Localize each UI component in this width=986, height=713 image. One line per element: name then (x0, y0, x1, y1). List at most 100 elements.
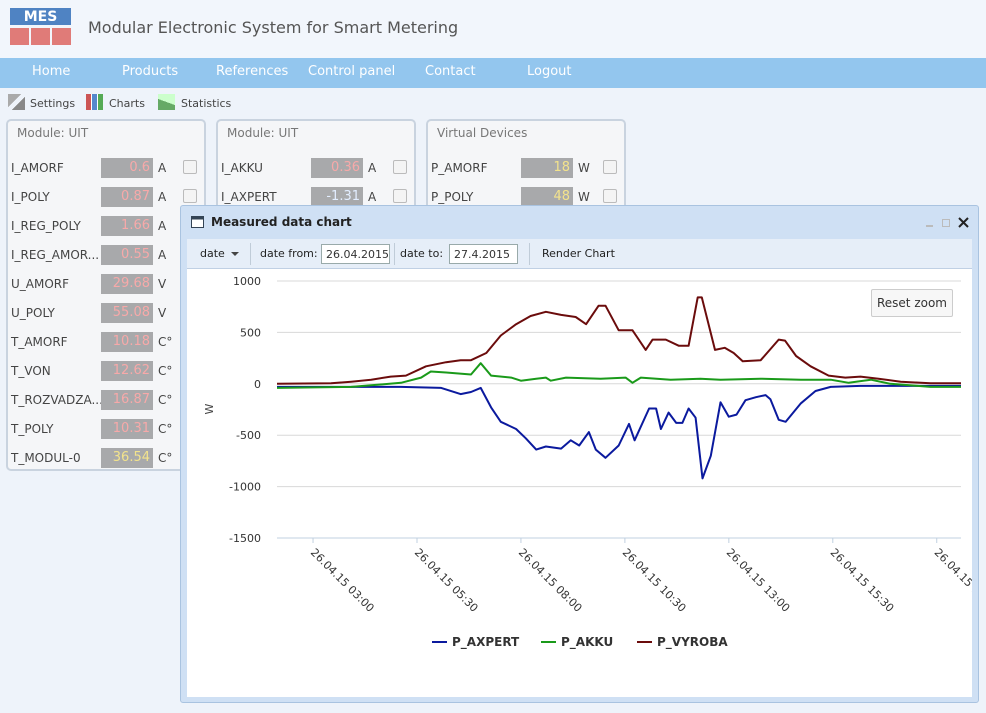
row-name: T_VON (11, 364, 51, 378)
module-panel: Module: UITI_AMORF0.6AI_POLY0.87AI_REG_P… (6, 119, 206, 471)
logo: MES (10, 8, 71, 45)
row-value: 0.55 (101, 245, 153, 265)
row-value: -1.31 (311, 187, 363, 207)
y-tick-label: 500 (240, 326, 261, 339)
nav-link[interactable]: Home (32, 64, 70, 79)
row-value: 10.18 (101, 332, 153, 352)
x-tick-label: 26.04.15 08:00 (516, 546, 585, 615)
row-value: 55.08 (101, 303, 153, 323)
row-unit: A (158, 219, 166, 233)
date-from-input[interactable]: 26.04.2015 (321, 244, 390, 264)
row-checkbox[interactable] (603, 160, 617, 174)
nav-link[interactable]: References (216, 64, 288, 79)
data-line (277, 386, 961, 479)
y-tick-label: -500 (236, 429, 261, 442)
row-unit: W (578, 161, 590, 175)
row-value: 0.87 (101, 187, 153, 207)
nav-link[interactable]: Contact (425, 64, 476, 79)
date-to-input[interactable]: 27.4.2015 (449, 244, 518, 264)
x-tick-label: 26.04.15 05:30 (412, 546, 481, 615)
row-unit: C° (158, 422, 172, 436)
tool-link[interactable]: Settings (30, 97, 75, 110)
nav-link[interactable]: Logout (527, 64, 572, 79)
row-name: T_AMORF (11, 335, 68, 349)
dialog-body: date date from: 26.04.2015 date to: 27.4… (187, 239, 972, 697)
row-unit: A (158, 248, 166, 262)
row-unit: A (158, 190, 166, 204)
row-name: T_MODUL-0 (11, 451, 81, 465)
window-buttons[interactable] (925, 216, 975, 230)
row-value: 12.62 (101, 361, 153, 381)
row-unit: C° (158, 364, 172, 378)
tool-icon[interactable] (86, 94, 103, 110)
legend-label: P_AKKU (561, 635, 613, 650)
x-tick-label: 26.04.15 15:30 (828, 546, 897, 615)
row-checkbox[interactable] (183, 160, 197, 174)
legend-label: P_VYROBA (657, 635, 728, 650)
x-tick-label: 26.04.15 03:00 (308, 546, 377, 615)
row-name: I_AKKU (221, 161, 263, 175)
nav-link[interactable]: Products (122, 64, 178, 79)
nav-link[interactable]: Control panel (308, 64, 395, 79)
nav-bar: Home Products References Control panel Conta… (0, 58, 986, 88)
row-unit: W (578, 190, 590, 204)
row-checkbox[interactable] (393, 189, 407, 203)
row-unit: C° (158, 451, 172, 465)
row-value: 48 (521, 187, 573, 207)
toolbar: Settings Charts Statistics (0, 88, 986, 118)
row-checkbox[interactable] (393, 160, 407, 174)
y-tick-label: 1000 (233, 275, 261, 288)
tool-icon[interactable] (8, 94, 25, 110)
row-unit: C° (158, 393, 172, 407)
row-value: 0.36 (311, 158, 363, 178)
y-axis-title: W (203, 403, 216, 414)
row-unit: A (368, 161, 376, 175)
row-value: 18 (521, 158, 573, 178)
x-tick-label: 26.04.15 13:00 (724, 546, 793, 615)
panel-title: Module: UIT (227, 126, 298, 140)
site-title: Modular Electronic System for Smart Mete… (88, 18, 458, 37)
chart-controls: date date from: 26.04.2015 date to: 27.4… (187, 239, 972, 269)
mode-select[interactable]: date (200, 247, 225, 260)
date-to-label: date to: (400, 247, 443, 260)
dialog-title: Measured data chart (211, 215, 352, 229)
legend-label: P_AXPERT (452, 635, 520, 650)
row-value: 16.87 (101, 390, 153, 410)
reset-zoom-button[interactable]: Reset zoom (871, 289, 953, 317)
row-name: U_AMORF (11, 277, 69, 291)
tool-link[interactable]: Charts (109, 97, 145, 110)
row-value: 0.6 (101, 158, 153, 178)
x-tick-label: 26.04.15 18:00 (932, 546, 972, 615)
y-tick-label: -1500 (229, 532, 261, 545)
row-value: 1.66 (101, 216, 153, 236)
window-icon (191, 216, 204, 228)
row-checkbox[interactable] (183, 189, 197, 203)
row-name: P_AMORF (431, 161, 487, 175)
row-checkbox[interactable] (603, 189, 617, 203)
dropdown-arrow (231, 252, 239, 257)
header: MES Modular Electronic System for Smart … (0, 0, 986, 58)
y-tick-label: -1000 (229, 481, 261, 494)
row-unit: A (158, 161, 166, 175)
row-unit: V (158, 277, 166, 291)
row-name: I_AXPERT (221, 190, 277, 204)
row-value: 29.68 (101, 274, 153, 294)
date-from-label: date from: (260, 247, 318, 260)
tool-icon[interactable] (158, 94, 175, 110)
row-name: T_ROZVADZA... (11, 393, 103, 407)
row-unit: C° (158, 335, 172, 349)
row-name: I_POLY (11, 190, 50, 204)
row-name: T_POLY (11, 422, 53, 436)
row-name: I_REG_POLY (11, 219, 81, 233)
tool-link[interactable]: Statistics (181, 97, 231, 110)
row-name: I_REG_AMOR... (11, 248, 99, 262)
row-unit: V (158, 306, 166, 320)
panel-title: Module: UIT (17, 126, 88, 140)
row-value: 10.31 (101, 419, 153, 439)
chart: -1500-1000-5000500100026.04.15 03:0026.0… (187, 269, 972, 697)
render-button[interactable]: Render Chart (542, 247, 615, 260)
panel-title: Virtual Devices (437, 126, 527, 140)
row-name: U_POLY (11, 306, 55, 320)
row-unit: A (368, 190, 376, 204)
